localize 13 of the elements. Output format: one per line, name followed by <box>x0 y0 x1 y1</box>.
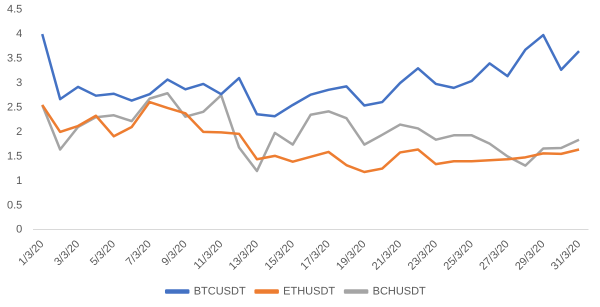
legend-label: ETHUSDT <box>283 286 336 298</box>
y-tick-label: 4 <box>16 28 22 40</box>
legend-label: BCHUSDT <box>372 286 426 298</box>
y-tick-label: 1.5 <box>6 150 22 162</box>
y-tick-label: 0.5 <box>6 199 22 212</box>
legend-label: BTCUSDT <box>194 286 246 298</box>
y-tick-label: 3 <box>16 77 22 90</box>
y-tick-label: 1 <box>16 174 22 187</box>
y-tick-label: 2 <box>16 126 22 138</box>
y-tick-label: 2.5 <box>6 101 22 114</box>
y-tick-label: 3.5 <box>6 52 22 65</box>
y-tick-label: 0 <box>16 224 22 236</box>
y-tick-label: 4.5 <box>6 4 22 16</box>
